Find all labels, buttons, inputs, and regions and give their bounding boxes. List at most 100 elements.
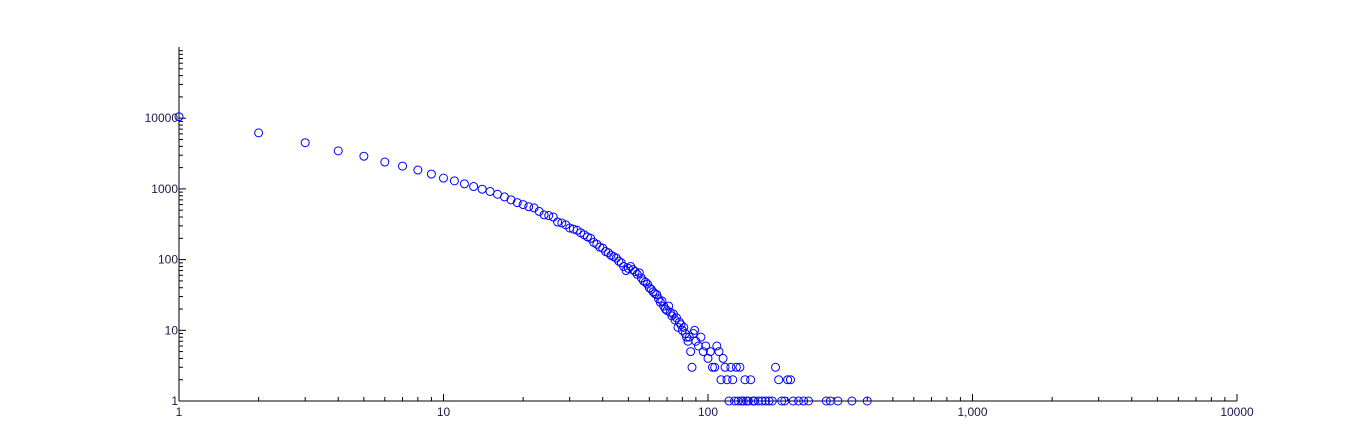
data-point — [767, 396, 777, 406]
data-point — [611, 253, 621, 263]
axes: 1 10 100 1,000 10000 1 10 100 1000 10000 — [145, 47, 1254, 419]
data-point — [712, 341, 722, 351]
data-point — [524, 202, 534, 212]
data-point — [449, 176, 459, 186]
data-point — [544, 211, 554, 221]
data-point — [716, 375, 726, 385]
data-point — [771, 362, 781, 372]
data-point — [426, 169, 436, 179]
data-point — [598, 243, 608, 253]
data-point — [660, 304, 670, 314]
data-point — [469, 182, 479, 192]
data-point — [701, 341, 711, 351]
data-point — [750, 396, 760, 406]
data-point — [821, 396, 831, 406]
data-point — [518, 200, 528, 210]
x-tick-label: 10 — [437, 405, 451, 419]
y-tick-label: 100 — [158, 253, 178, 267]
x-tick-label: 1,000 — [957, 405, 987, 419]
data-point — [710, 362, 720, 372]
data-point — [652, 290, 662, 300]
data-point — [862, 396, 872, 406]
data-point — [664, 301, 674, 311]
data-point — [761, 396, 771, 406]
data-points — [174, 112, 872, 406]
data-point — [847, 396, 857, 406]
data-point — [609, 252, 619, 262]
data-point — [718, 353, 728, 363]
data-point — [679, 322, 689, 332]
y-tick-label: 1000 — [151, 182, 178, 196]
data-point — [557, 218, 567, 228]
x-tick-label: 10000 — [1220, 405, 1254, 419]
data-point — [740, 375, 750, 385]
data-point — [738, 396, 748, 406]
data-point — [686, 347, 696, 357]
data-point — [757, 396, 767, 406]
data-point — [746, 375, 756, 385]
data-point — [614, 256, 624, 266]
data-point — [696, 332, 706, 342]
data-point — [634, 268, 644, 278]
data-point — [714, 347, 724, 357]
data-point — [788, 396, 798, 406]
data-point — [553, 217, 563, 227]
data-point — [733, 396, 743, 406]
data-point — [459, 179, 469, 189]
data-point — [682, 332, 692, 342]
data-point — [833, 396, 843, 406]
data-point — [534, 206, 544, 216]
data-point — [703, 353, 713, 363]
data-point — [753, 396, 763, 406]
data-point — [730, 396, 740, 406]
data-point — [670, 315, 680, 325]
data-point — [568, 224, 578, 234]
data-point — [485, 186, 495, 196]
x-tick-label: 100 — [698, 405, 718, 419]
data-point — [722, 375, 732, 385]
data-point — [799, 396, 809, 406]
data-point — [380, 157, 390, 167]
data-point — [333, 146, 343, 156]
data-point — [439, 173, 448, 183]
data-point — [300, 138, 310, 148]
data-point — [398, 161, 408, 171]
data-point — [539, 210, 549, 220]
data-point — [783, 375, 793, 385]
data-point — [780, 396, 790, 406]
data-point — [731, 362, 741, 372]
data-point — [174, 112, 184, 122]
data-point — [720, 362, 730, 372]
data-point — [726, 362, 736, 372]
data-point — [512, 198, 522, 208]
x-tick-label: 1 — [176, 405, 183, 419]
data-point — [743, 396, 753, 406]
data-point — [724, 396, 734, 406]
data-point — [794, 396, 804, 406]
data-point — [359, 151, 369, 161]
data-point — [548, 212, 558, 222]
data-point — [693, 341, 703, 351]
data-point — [728, 375, 738, 385]
data-point — [774, 375, 784, 385]
data-point — [687, 362, 697, 372]
data-point — [676, 320, 686, 330]
data-point — [254, 128, 264, 138]
data-point — [657, 296, 667, 306]
data-point — [673, 322, 683, 332]
y-tick-label: 10 — [165, 323, 179, 337]
data-point — [764, 396, 774, 406]
data-point — [705, 347, 715, 357]
data-point — [413, 165, 423, 175]
data-point — [785, 375, 795, 385]
y-tick-label: 1 — [171, 394, 178, 408]
data-point — [630, 266, 640, 276]
y-tick-label: 10000 — [145, 111, 179, 125]
data-point — [506, 195, 516, 205]
data-point — [691, 336, 701, 346]
data-point — [735, 362, 745, 372]
data-point — [698, 347, 708, 357]
data-point — [708, 362, 718, 372]
data-point — [690, 325, 700, 335]
